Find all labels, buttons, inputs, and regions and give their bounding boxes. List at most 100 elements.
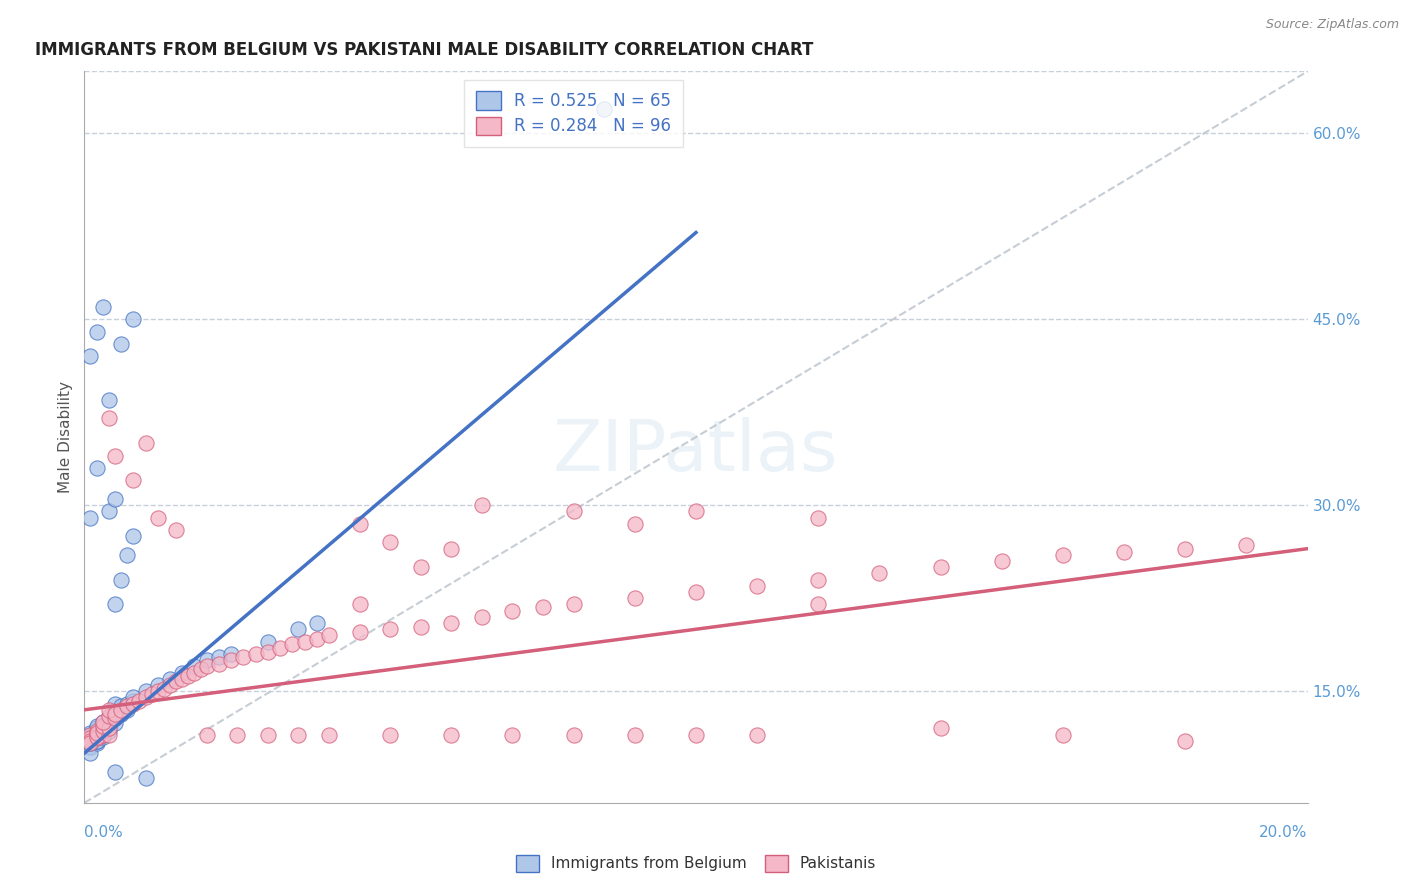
Point [440, 615, 463, 630]
Point [91, 725, 114, 739]
Point [165, 523, 187, 537]
Point [115, 703, 138, 717]
Point [86, 728, 108, 742]
Point [97, 411, 120, 425]
Point [349, 598, 371, 612]
Point [153, 681, 176, 696]
Point [97, 722, 120, 736]
Point [97, 719, 120, 733]
Point [122, 697, 145, 711]
Point [562, 728, 585, 742]
Point [86, 723, 108, 738]
Point [305, 615, 328, 630]
Point [135, 690, 157, 705]
Point [471, 610, 494, 624]
Point [172, 665, 194, 680]
Point [219, 647, 242, 661]
Point [624, 728, 647, 742]
Point [122, 694, 145, 708]
Point [190, 662, 212, 676]
Point [685, 585, 707, 599]
Point [79, 728, 101, 742]
Point [91, 722, 114, 736]
Point [91, 728, 114, 742]
Point [929, 722, 952, 736]
Point [79, 731, 101, 746]
Point [86, 731, 108, 746]
Point [226, 728, 249, 742]
Point [146, 684, 169, 698]
Point [110, 706, 132, 721]
Point [115, 697, 138, 711]
Point [624, 516, 647, 531]
Point [86, 461, 108, 475]
Point [79, 736, 101, 750]
Point [91, 300, 114, 314]
Point [110, 573, 132, 587]
Point [79, 739, 101, 754]
Point [135, 771, 157, 785]
Point [165, 674, 187, 689]
Point [79, 734, 101, 748]
Point [807, 598, 830, 612]
Point [110, 703, 132, 717]
Point [115, 548, 138, 562]
Point [104, 716, 127, 731]
Point [195, 653, 218, 667]
Point [122, 474, 145, 488]
Point [91, 719, 114, 733]
Point [97, 392, 120, 407]
Point [104, 697, 127, 711]
Point [91, 730, 114, 744]
Point [195, 728, 218, 742]
Point [172, 672, 194, 686]
Text: 20.0%: 20.0% [1260, 825, 1308, 840]
Point [502, 728, 524, 742]
Point [104, 706, 127, 721]
Point [869, 566, 891, 581]
Point [91, 715, 114, 730]
Point [110, 699, 132, 714]
Point [86, 734, 108, 748]
Point [128, 694, 150, 708]
Point [440, 541, 463, 556]
Point [91, 722, 114, 736]
Point [305, 632, 328, 647]
Point [104, 491, 127, 506]
Point [86, 325, 108, 339]
Legend: Immigrants from Belgium, Pakistanis: Immigrants from Belgium, Pakistanis [508, 847, 884, 880]
Point [747, 579, 769, 593]
Point [208, 649, 231, 664]
Point [79, 510, 101, 524]
Point [122, 529, 145, 543]
Point [135, 436, 157, 450]
Point [685, 728, 707, 742]
Point [146, 510, 169, 524]
Point [318, 628, 340, 642]
Point [79, 350, 101, 364]
Point [409, 620, 432, 634]
Point [245, 647, 267, 661]
Point [91, 715, 114, 730]
Point [219, 653, 242, 667]
Point [257, 634, 280, 648]
Point [104, 449, 127, 463]
Point [1052, 728, 1074, 742]
Point [1236, 538, 1258, 552]
Point [807, 573, 830, 587]
Point [807, 510, 830, 524]
Point [104, 711, 127, 725]
Point [380, 535, 402, 549]
Point [159, 672, 181, 686]
Point [287, 728, 309, 742]
Point [97, 723, 120, 738]
Point [440, 728, 463, 742]
Point [97, 728, 120, 742]
Point [86, 728, 108, 742]
Point [929, 560, 952, 574]
Text: 0.0%: 0.0% [84, 825, 124, 840]
Point [86, 726, 108, 740]
Point [380, 728, 402, 742]
Point [122, 312, 145, 326]
Point [79, 730, 101, 744]
